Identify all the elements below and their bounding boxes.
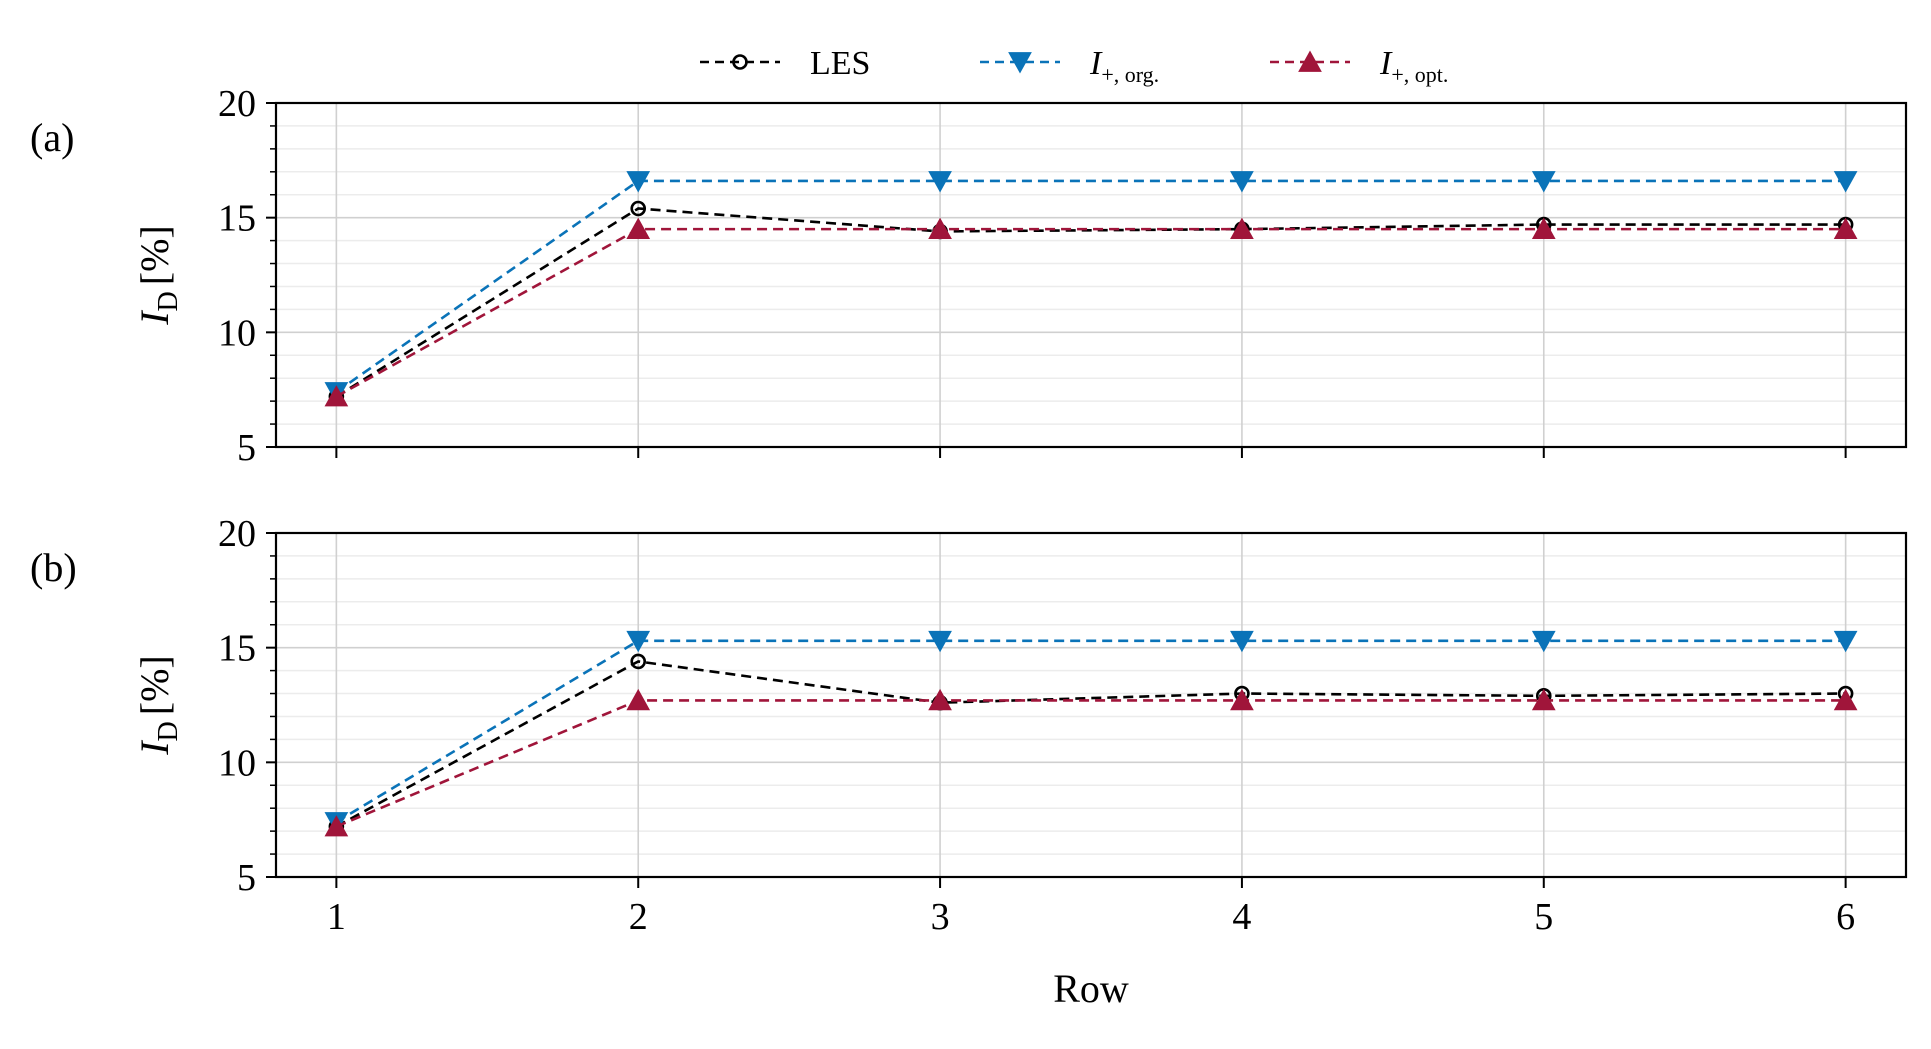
series [328, 653, 1854, 835]
series-line [335, 639, 1846, 824]
data-point [1230, 217, 1254, 239]
axes-frame [274, 531, 1908, 879]
data-point [1833, 688, 1858, 711]
series [324, 688, 1858, 837]
y-axis-label: ID[%] [132, 655, 184, 756]
y-tick-label: 15 [218, 628, 256, 670]
data-point [928, 171, 952, 193]
y-tick-label: 5 [237, 857, 256, 899]
data-point [630, 653, 647, 670]
panel-label: (b) [30, 545, 77, 590]
major-grid [276, 102, 1906, 448]
legend-marker [732, 54, 748, 70]
panel: 5 10 15 20 1 2 3 4 5 6 (b) ID[%] [30, 513, 1908, 938]
y-axis-label: ID[%] [132, 225, 184, 326]
data-point [626, 171, 651, 193]
y-tick-label: 20 [218, 513, 256, 555]
x-tick-label: 1 [327, 896, 346, 938]
legend-marker [1298, 50, 1322, 72]
data-point [928, 217, 952, 239]
data-point [1833, 217, 1858, 239]
y-tick-label: 20 [218, 83, 256, 125]
data-point [928, 688, 952, 711]
legend: LES I+, org. I+, opt. [700, 45, 1448, 87]
data-point [1230, 171, 1254, 193]
data-point [1230, 630, 1254, 653]
series-line [335, 699, 1846, 828]
data-point [626, 630, 651, 653]
data-point [1531, 688, 1556, 711]
major-grid [276, 532, 1906, 878]
axes-frame [274, 101, 1908, 449]
data-point [1531, 630, 1556, 653]
x-tick-label: 6 [1836, 896, 1855, 938]
data-point [324, 385, 349, 407]
series-line [335, 660, 1846, 828]
x-tick-label: 2 [629, 896, 648, 938]
panel: 5 10 15 20 (a) ID[%] [30, 83, 1908, 469]
series [324, 217, 1858, 407]
legend-marker [1008, 52, 1032, 74]
series [324, 630, 1858, 834]
legend-item: I+, opt. [1270, 45, 1448, 87]
x-tick-label: 5 [1534, 896, 1553, 938]
data-point [1230, 688, 1254, 711]
y-tick-label: 15 [218, 198, 256, 240]
data-point [1531, 171, 1556, 193]
series-line [335, 227, 1846, 398]
legend-item: I+, org. [980, 45, 1159, 87]
data-point [1833, 171, 1858, 193]
minor-grid [276, 125, 1906, 425]
y-tick-label: 5 [237, 427, 256, 469]
series [324, 171, 1858, 404]
series-line [335, 179, 1846, 394]
legend-label: I+, org. [1089, 45, 1159, 87]
data-point [928, 630, 952, 653]
legend-label: LES [810, 45, 870, 82]
data-point [626, 217, 651, 239]
series [328, 200, 1854, 405]
x-axis-label: Row [1053, 966, 1129, 1011]
data-point [1531, 217, 1556, 239]
minor-grid [276, 555, 1906, 855]
legend-item: LES [700, 45, 870, 82]
y-tick-label: 10 [218, 742, 256, 784]
legend-label: I+, opt. [1379, 45, 1448, 87]
data-point [324, 815, 349, 837]
x-tick-label: 3 [931, 896, 950, 938]
data-point [1833, 630, 1858, 653]
x-tick-label: 4 [1232, 896, 1251, 938]
panel-label: (a) [30, 115, 74, 160]
data-point [630, 200, 647, 217]
y-tick-label: 10 [218, 312, 256, 354]
data-point [626, 688, 651, 711]
series-line [335, 207, 1846, 398]
